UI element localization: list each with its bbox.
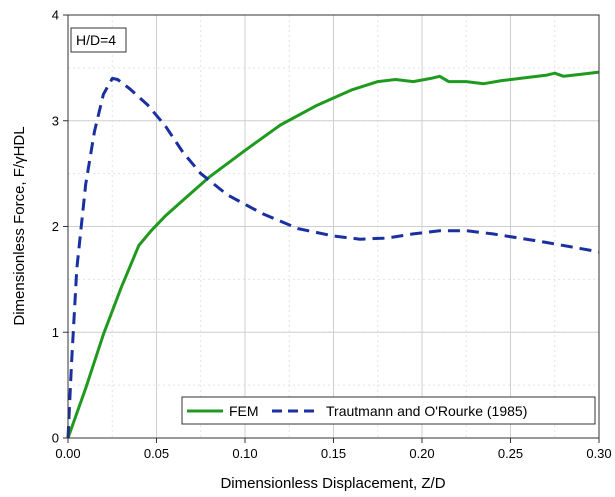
annotation-box: H/D=4 bbox=[70, 27, 127, 53]
x-tick-label: 0.30 bbox=[586, 446, 611, 461]
annotation-text: H/D=4 bbox=[76, 32, 116, 48]
x-tick-label: 0.20 bbox=[409, 446, 434, 461]
series-line-fem bbox=[66, 70, 600, 439]
y-tick-label: 0 bbox=[52, 431, 59, 446]
y-tick-label: 4 bbox=[52, 8, 59, 23]
y-tick-label: 2 bbox=[52, 219, 59, 234]
legend: FEM Trautmann and O'Rourke (1985) bbox=[181, 396, 596, 425]
x-tick-label: 0.00 bbox=[55, 446, 80, 461]
y-tick-label: 3 bbox=[52, 113, 59, 128]
legend-box bbox=[181, 396, 596, 425]
y-axis-ticks: 0 1 2 3 4 bbox=[52, 8, 68, 446]
legend-label-fem: FEM bbox=[229, 403, 259, 419]
x-tick-label: 0.15 bbox=[321, 446, 346, 461]
x-axis-label: Dimensionless Displacement, Z/D bbox=[220, 475, 445, 492]
x-tick-label: 0.05 bbox=[144, 446, 169, 461]
x-axis-ticks: 0.00 0.05 0.10 0.15 0.20 0.25 0.30 bbox=[55, 438, 612, 461]
y-tick-label: 1 bbox=[52, 325, 59, 340]
x-tick-label: 0.25 bbox=[498, 446, 523, 461]
series-lines bbox=[66, 70, 600, 439]
legend-label-trautmann: Trautmann and O'Rourke (1985) bbox=[326, 403, 527, 419]
y-axis-label: Dimensionless Force, F/γHDL bbox=[11, 126, 28, 325]
x-tick-label: 0.10 bbox=[232, 446, 257, 461]
